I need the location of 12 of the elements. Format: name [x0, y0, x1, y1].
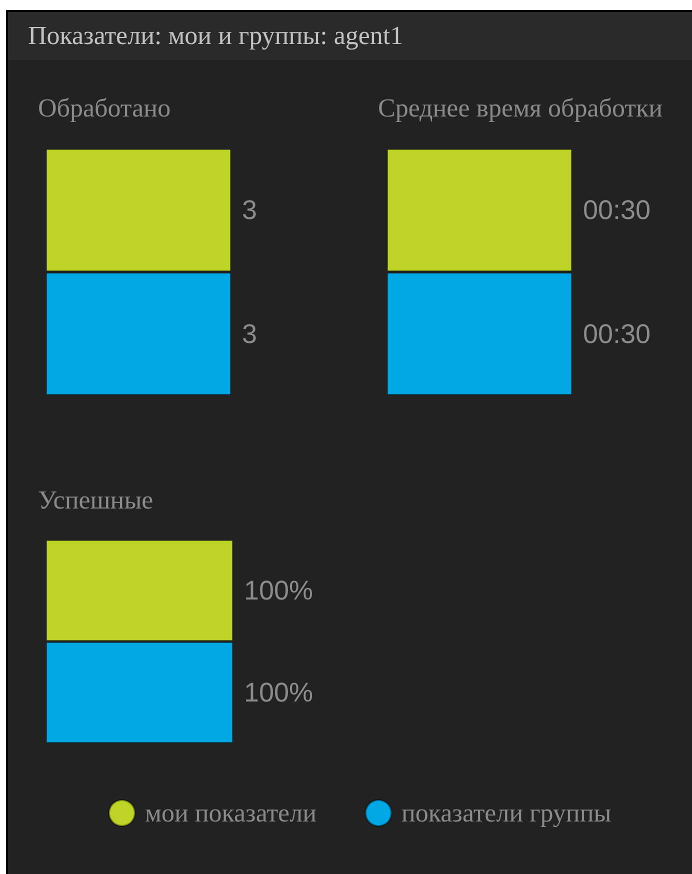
data-label: 00:30	[583, 318, 651, 349]
chart-title: Среднее время обработки	[378, 94, 663, 122]
text: Показатели: мои и группы: agent1	[28, 20, 404, 52]
legend-label: мои показатели	[145, 798, 317, 828]
legend-label: показатели группы	[401, 798, 612, 828]
data-label: 3	[242, 318, 258, 349]
chart-title: Обработано	[38, 94, 171, 122]
data-label: 100%	[244, 575, 314, 606]
data-label: 100%	[244, 678, 314, 708]
data-label: 3	[242, 195, 258, 226]
chart-title: Успешные	[38, 486, 154, 514]
data-label: 00:30	[583, 195, 651, 226]
